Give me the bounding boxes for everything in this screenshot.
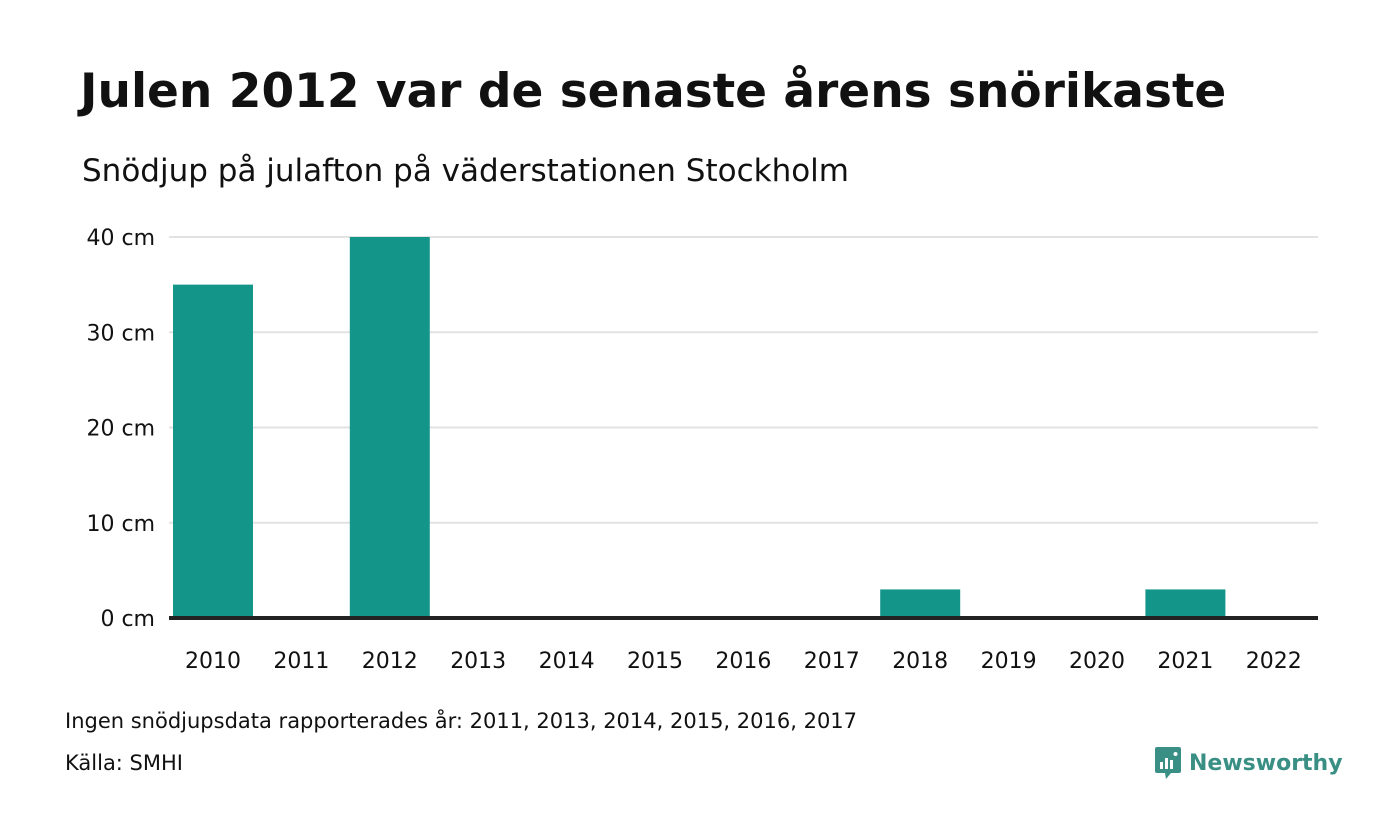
x-tick-label: 2022 bbox=[1246, 649, 1302, 674]
x-axis-ticks: 2010 2011 2012 2013 2014 2015 2016 2017 2018 2019… bbox=[185, 649, 1302, 674]
x-tick-label: 2010 bbox=[185, 649, 241, 674]
bars bbox=[173, 237, 1226, 618]
bar bbox=[880, 589, 961, 618]
x-tick-label: 2012 bbox=[362, 649, 418, 674]
x-tick-label: 2011 bbox=[273, 649, 329, 674]
bar bbox=[349, 237, 430, 618]
gridlines bbox=[169, 236, 1318, 524]
x-tick-label: 2021 bbox=[1157, 649, 1213, 674]
x-tick-label: 2014 bbox=[539, 649, 595, 674]
newsworthy-logo-icon bbox=[1155, 747, 1181, 779]
x-tick-label: 2013 bbox=[450, 649, 506, 674]
x-tick-label: 2019 bbox=[981, 649, 1037, 674]
chart-title: Julen 2012 var de senaste årens snörikas… bbox=[80, 64, 1227, 119]
chart-subtitle: Snödjup på julafton på väderstationen St… bbox=[82, 153, 849, 189]
source-note: Källa: SMHI bbox=[65, 751, 183, 775]
x-tick-label: 2018 bbox=[892, 649, 948, 674]
x-tick-label: 2016 bbox=[715, 649, 771, 674]
missing-data-note: Ingen snödjupsdata rapporterades år: 201… bbox=[65, 709, 858, 733]
y-tick-label: 40 cm bbox=[86, 226, 155, 251]
y-tick-label: 10 cm bbox=[86, 512, 155, 537]
x-tick-label: 2020 bbox=[1069, 649, 1125, 674]
y-axis-ticks: 0 cm 10 cm 20 cm 30 cm 40 cm bbox=[86, 226, 155, 632]
y-tick-label: 30 cm bbox=[86, 321, 155, 346]
y-tick-label: 20 cm bbox=[86, 417, 155, 442]
newsworthy-brand: Newsworthy bbox=[1155, 746, 1343, 780]
bar bbox=[173, 284, 253, 618]
y-tick-label: 0 cm bbox=[100, 607, 155, 632]
newsworthy-brand-name: Newsworthy bbox=[1189, 750, 1343, 776]
x-tick-label: 2015 bbox=[627, 649, 683, 674]
bar bbox=[1145, 589, 1226, 618]
x-tick-label: 2017 bbox=[804, 649, 860, 674]
